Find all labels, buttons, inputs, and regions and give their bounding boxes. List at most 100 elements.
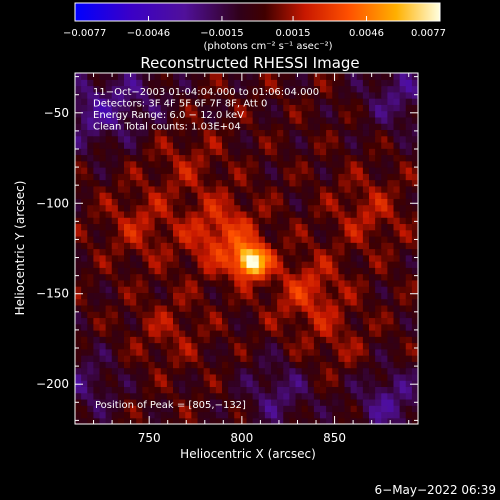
heatmap-cell xyxy=(344,154,352,162)
heatmap-cell xyxy=(387,104,395,112)
heatmap-cell xyxy=(277,79,284,87)
heatmap-cell xyxy=(362,392,370,400)
heatmap-cell xyxy=(166,342,174,350)
heatmap-cell xyxy=(301,286,309,293)
heatmap-cell xyxy=(124,386,131,394)
heatmap-cell xyxy=(160,317,168,325)
heatmap-cell xyxy=(326,336,333,344)
heatmap-cell xyxy=(136,173,143,181)
heatmap-cell xyxy=(393,267,401,275)
heatmap-cell xyxy=(344,204,352,212)
heatmap-cell xyxy=(197,73,205,80)
heatmap-cell xyxy=(393,342,401,350)
heatmap-cell xyxy=(313,267,321,275)
heatmap-cell xyxy=(203,73,211,80)
heatmap-cell xyxy=(375,373,382,381)
heatmap-cell xyxy=(117,229,125,237)
heatmap-cell xyxy=(344,380,352,387)
heatmap-cell xyxy=(399,411,407,419)
heatmap-cell xyxy=(240,204,248,212)
heatmap-cell xyxy=(326,355,333,362)
heatmap-cell xyxy=(387,116,395,124)
heatmap-cell xyxy=(154,373,162,381)
heatmap-cell xyxy=(283,267,290,275)
heatmap-cell xyxy=(399,167,407,174)
heatmap-cell xyxy=(356,373,364,381)
heatmap-cell xyxy=(369,417,376,425)
heatmap-cell xyxy=(234,192,241,199)
heatmap-cell xyxy=(277,98,284,105)
heatmap-cell xyxy=(295,311,303,319)
heatmap-cell xyxy=(344,261,352,268)
heatmap-cell xyxy=(117,348,125,356)
heatmap-cell xyxy=(136,267,143,275)
heatmap-cell xyxy=(99,98,107,105)
heatmap-cell xyxy=(105,123,113,131)
heatmap-cell xyxy=(338,160,346,168)
heatmap-cell xyxy=(203,210,211,218)
heatmap-cell xyxy=(289,248,297,256)
heatmap-cell xyxy=(203,229,211,237)
heatmap-cell xyxy=(405,79,413,87)
heatmap-cell xyxy=(320,223,327,231)
heatmap-cell xyxy=(307,192,315,199)
heatmap-cell xyxy=(203,135,211,143)
heatmap-cell xyxy=(271,398,278,406)
heatmap-cell xyxy=(356,192,364,199)
heatmap-cell xyxy=(344,135,352,143)
heatmap-cell xyxy=(258,405,266,413)
heatmap-cell xyxy=(99,79,107,87)
heatmap-cell xyxy=(405,85,413,93)
heatmap-cell xyxy=(130,204,137,212)
heatmap-cell xyxy=(234,85,241,93)
heatmap-cell xyxy=(228,223,235,231)
heatmap-cell xyxy=(203,279,211,287)
heatmap-cell xyxy=(326,204,333,212)
heatmap-cell xyxy=(197,292,205,300)
heatmap-cell xyxy=(271,141,278,149)
heatmap-cell xyxy=(283,298,290,306)
heatmap-cell xyxy=(234,141,241,149)
heatmap-cell xyxy=(320,267,327,275)
heatmap-cell xyxy=(246,254,254,262)
heatmap-cell xyxy=(130,154,137,162)
heatmap-cell xyxy=(252,173,260,181)
heatmap-cell xyxy=(173,261,180,268)
heatmap-cell xyxy=(173,154,180,162)
heatmap-cell xyxy=(246,417,254,425)
heatmap-cell xyxy=(215,273,223,281)
heatmap-cell xyxy=(173,141,180,149)
heatmap-cell xyxy=(405,91,413,99)
heatmap-cell xyxy=(301,210,309,218)
heatmap-cell xyxy=(117,73,125,80)
heatmap-cell xyxy=(99,311,107,319)
annotation-energy-range: Energy Range: 6.0 − 12.0 keV xyxy=(93,110,244,121)
heatmap-cell xyxy=(387,336,395,344)
heatmap-cell xyxy=(222,267,229,275)
heatmap-cell xyxy=(326,411,333,419)
heatmap-cell xyxy=(87,298,94,306)
heatmap-cell xyxy=(411,104,419,112)
heatmap-cell xyxy=(117,135,125,143)
heatmap-cell xyxy=(142,348,150,356)
heatmap-cell xyxy=(301,292,309,300)
heatmap-cell xyxy=(307,317,315,325)
heatmap-cell xyxy=(289,273,297,281)
heatmap-cell xyxy=(166,411,174,419)
heatmap-cell xyxy=(411,85,419,93)
heatmap-cell xyxy=(258,154,266,162)
heatmap-cell xyxy=(93,417,101,425)
heatmap-cell xyxy=(295,148,303,156)
heatmap-cell xyxy=(320,279,327,287)
heatmap-cell xyxy=(148,91,156,99)
heatmap-cell xyxy=(142,229,150,237)
heatmap-cell xyxy=(136,210,143,218)
heatmap-cell xyxy=(313,361,321,369)
heatmap-cell xyxy=(154,398,162,406)
heatmap-cell xyxy=(326,267,333,275)
heatmap-cell xyxy=(234,329,241,337)
heatmap-cell xyxy=(326,210,333,218)
heatmap-cell xyxy=(179,154,186,162)
heatmap-cell xyxy=(173,123,180,131)
heatmap-cell xyxy=(252,267,260,275)
